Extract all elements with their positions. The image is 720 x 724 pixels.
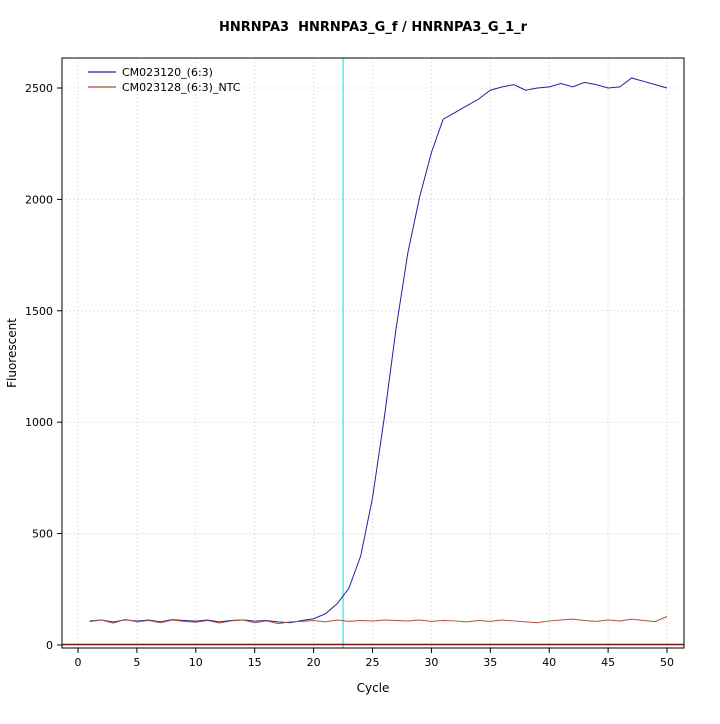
legend-label-sample: CM023120_(6:3) — [122, 66, 213, 79]
x-tick-label: 35 — [483, 656, 497, 669]
x-tick-label: 15 — [248, 656, 262, 669]
y-axis-label: Fluorescent — [5, 318, 19, 388]
x-tick-label: 30 — [424, 656, 438, 669]
x-tick-label: 5 — [133, 656, 140, 669]
x-tick-label: 50 — [660, 656, 674, 669]
series-line-1 — [89, 616, 668, 625]
y-tick-label: 1500 — [25, 305, 53, 318]
x-tick-label: 10 — [189, 656, 203, 669]
series-lines — [89, 77, 668, 625]
x-tick-label: 0 — [75, 656, 82, 669]
x-axis-label: Cycle — [357, 681, 390, 695]
x-tick-label: 45 — [601, 656, 615, 669]
gridlines — [62, 58, 684, 648]
y-tick-label: 1000 — [25, 416, 53, 429]
x-tick-label: 20 — [307, 656, 321, 669]
series-line-0 — [89, 77, 668, 624]
x-tick-label: 25 — [366, 656, 380, 669]
legend: CM023120_(6:3) CM023128_(6:3)_NTC — [88, 66, 241, 94]
legend-label-ntc: CM023128_(6:3)_NTC — [122, 81, 241, 94]
chart-title: HNRNPA3 HNRNPA3_G_f / HNRNPA3_G_1_r — [219, 20, 528, 35]
x-tick-label: 40 — [542, 656, 556, 669]
plot-border — [61, 57, 685, 649]
y-tick-label: 500 — [32, 528, 53, 541]
axis-ticks — [57, 87, 668, 653]
y-tick-label: 0 — [46, 639, 53, 652]
y-tick-label: 2000 — [25, 193, 53, 206]
y-tick-label: 2500 — [25, 82, 53, 95]
